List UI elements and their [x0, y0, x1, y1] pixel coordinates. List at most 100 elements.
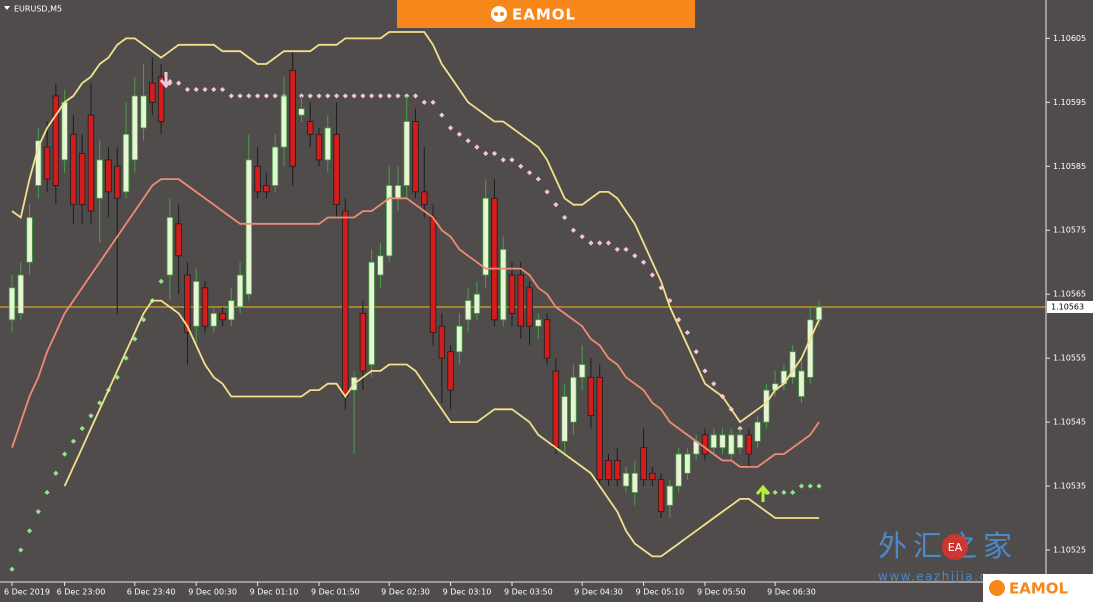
candle-body-up [17, 274, 24, 314]
watermark-badge: EA [948, 541, 963, 554]
sar-dot [184, 86, 191, 93]
sar-dot [649, 272, 655, 278]
x-tick-label: 9 Dec 03:50 [504, 588, 553, 597]
y-tick-label: 1.10555 [1053, 354, 1086, 363]
sar-dot [369, 93, 375, 99]
sar-dot [772, 489, 778, 496]
sar-dot [456, 131, 462, 137]
candle-body-down [333, 133, 340, 206]
sar-dot [140, 317, 147, 323]
sar-dot [255, 93, 261, 99]
candle-body-up [561, 396, 568, 442]
candle-body-down [438, 325, 446, 359]
candle-body-down [429, 217, 437, 333]
candle-body-down [508, 274, 516, 314]
sar-dot [500, 157, 506, 163]
candle-body-up [622, 472, 630, 487]
indicator-line [63, 299, 819, 558]
sar-dot [53, 470, 59, 476]
sar-dot [570, 227, 576, 233]
x-tick-label: 9 Dec 03:10 [443, 588, 492, 597]
sar-dot [62, 451, 68, 457]
candle-body-down [526, 287, 533, 327]
sar-dot [562, 214, 568, 221]
buy-arrow [755, 484, 771, 502]
candle-body-down [87, 114, 95, 212]
candle-body-down [52, 95, 60, 186]
sar-dot [790, 489, 796, 496]
sar-dot [97, 400, 103, 406]
sar-dot [88, 413, 94, 419]
sar-dot [439, 112, 445, 118]
candle-body-up [684, 453, 691, 474]
banner-text: EAMOL [512, 6, 576, 24]
indicator-line [11, 31, 820, 424]
banner [397, 0, 695, 28]
sar-dot [412, 93, 419, 99]
candle-body-up [368, 261, 375, 365]
sar-dot [26, 528, 33, 534]
sar-dot [491, 150, 498, 157]
candle-body-down [587, 376, 595, 417]
candle-body-up [245, 159, 253, 295]
candle-body-up [719, 434, 726, 449]
candle-body-down [649, 472, 656, 481]
candle-body-down [359, 312, 367, 372]
y-tick-label: 1.10575 [1053, 226, 1086, 235]
candle-body-up [798, 370, 805, 397]
sar-dot [447, 125, 454, 131]
y-tick-label: 1.10605 [1053, 34, 1086, 43]
candle-body-up [807, 319, 814, 378]
candle-body-down [701, 434, 709, 455]
candle-body-up [675, 453, 682, 487]
sar-dot [272, 93, 278, 99]
candle-body-up [385, 185, 393, 257]
banner-logo [491, 6, 507, 22]
banner-logo-eye [500, 12, 504, 16]
x-tick-label: 9 Dec 06:30 [767, 588, 816, 597]
watermark-badge-bg [942, 534, 968, 560]
candle-body-up [61, 101, 68, 161]
sar-dot [702, 368, 708, 374]
sar-dot [333, 93, 340, 99]
sar-dot [35, 509, 41, 515]
sar-dot [684, 329, 691, 336]
indicator-line [11, 178, 820, 468]
candle-body-down [70, 133, 77, 206]
x-tick-label: 9 Dec 00:30 [188, 588, 237, 597]
candle-body-down [605, 460, 612, 481]
candle-body-up [377, 255, 384, 276]
sar-dot [781, 489, 787, 496]
sar-dot [307, 93, 313, 99]
x-tick-label: 6 Dec 2019 [4, 588, 50, 597]
plot-area [0, 31, 1046, 572]
sar-dot [605, 240, 612, 246]
sar-dot [544, 189, 550, 195]
candle-body-up [464, 300, 472, 321]
sar-dot [202, 86, 208, 93]
sar-dot [483, 150, 489, 157]
y-tick-label: 1.10565 [1053, 290, 1086, 299]
sar-dot [246, 93, 252, 99]
candle-body-down [149, 82, 156, 103]
symbol-menu-icon[interactable] [4, 6, 10, 10]
sar-dot [526, 170, 533, 176]
sar-dot [421, 99, 427, 105]
candle-body-up [228, 300, 235, 321]
candle-body-up [473, 293, 481, 314]
corner-logo [989, 580, 1005, 596]
sar-dot [79, 425, 85, 432]
candle-body-down [640, 447, 647, 481]
sell-arrow [159, 72, 173, 89]
sar-dot [386, 93, 392, 99]
candle-body-up [122, 133, 130, 193]
sar-dot [632, 253, 638, 259]
candle-body-up [131, 95, 139, 161]
candle-body-down [43, 146, 51, 180]
sar-dot [588, 240, 594, 246]
sar-dot [518, 163, 524, 169]
sar-dot [465, 138, 471, 144]
sar-dot [798, 483, 805, 489]
candle-body-down [201, 287, 209, 327]
